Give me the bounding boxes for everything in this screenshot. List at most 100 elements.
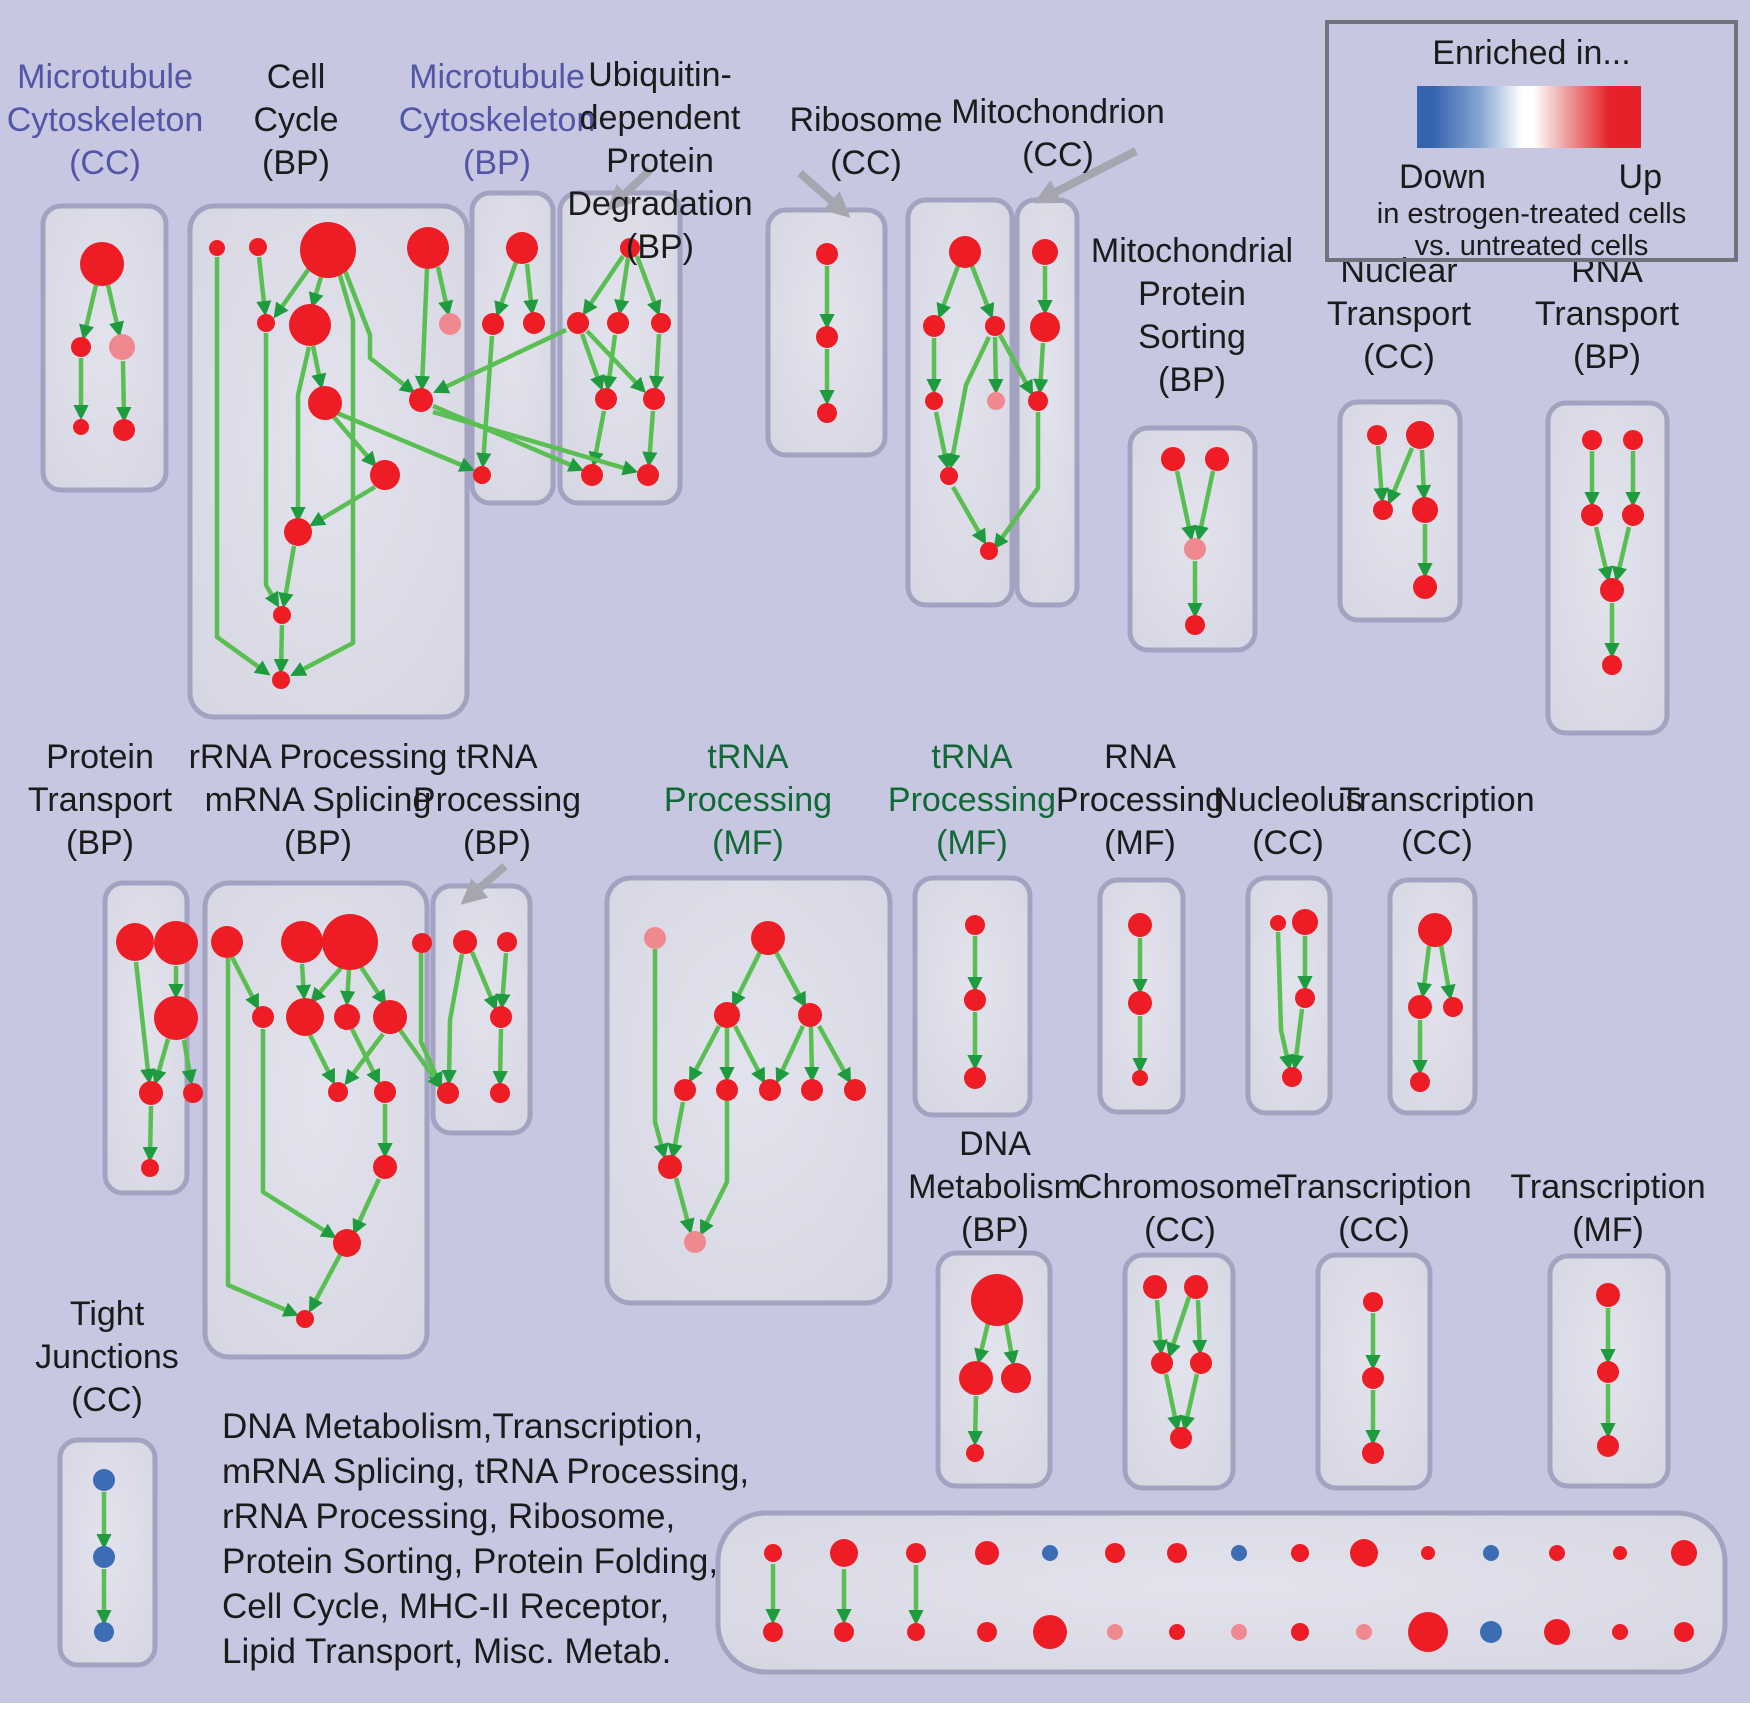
protein-transport-bp-node-red xyxy=(183,1083,203,1103)
cell-cycle-bp-label: Cell xyxy=(267,58,326,96)
misc-categories-text: mRNA Splicing, tRNA Processing, xyxy=(222,1452,749,1491)
trna-processing-mf-large-node-red xyxy=(658,1155,682,1179)
misc-cluster-node-red xyxy=(763,1622,783,1642)
rrna-processing-mrna-splicing-bp-edge xyxy=(307,1033,336,1085)
nuclear-transport-cc-node-red xyxy=(1373,500,1393,520)
nucleolus-cc-node-red xyxy=(1270,915,1286,931)
ribosome-cc-edge xyxy=(969,265,995,319)
chromosome-cc-node-red xyxy=(1143,1275,1167,1299)
ribosome-cc-edge xyxy=(936,265,961,320)
microtubule-cytoskeleton-cc-edge xyxy=(79,284,99,341)
trna-processing-mf-large-label: Processing xyxy=(664,781,832,819)
nucleolus-cc-node-red xyxy=(1292,909,1318,935)
ribosome-cc-node-red xyxy=(980,542,998,560)
cell-cycle-bp-edge xyxy=(290,346,312,523)
cell-cycle-bp-edge xyxy=(256,256,272,317)
trna-processing-mf-large-node-red xyxy=(801,1079,823,1101)
mitochondrion-cc-node-red xyxy=(1028,391,1048,411)
misc-cluster-node-red xyxy=(975,1541,999,1565)
rna-transport-bp-label: Transport xyxy=(1535,295,1680,333)
misc-cluster-node-blue xyxy=(1231,1545,1247,1561)
nucleolus-cc-node-red xyxy=(1295,988,1315,1008)
protein-transport-bp-edge xyxy=(142,1105,158,1163)
trna-processing-mf-large-node-red xyxy=(674,1079,696,1101)
ribosome-cc-node-red xyxy=(925,392,943,410)
rrna-processing-mrna-splicing-bp-edge xyxy=(352,1178,382,1235)
chromosome-cc-edge xyxy=(1166,1296,1192,1359)
ubiquitin-degradation-bp-label: Ubiquitin- xyxy=(588,56,732,94)
chromosome-cc-box xyxy=(1122,1252,1236,1491)
dna-metabolism-bp-edge xyxy=(967,1395,983,1447)
rrna-processing-mrna-splicing-bp-label: rRNA Processing xyxy=(189,738,448,776)
rrna-processing-mrna-splicing-bp-edge xyxy=(340,969,356,1007)
cell-cycle-bp-node-red xyxy=(209,240,225,256)
rrna-processing-mrna-splicing-bp-node-red xyxy=(296,1310,314,1328)
rna-processing-mf-node-red xyxy=(1128,991,1152,1015)
cell-cycle-bp-edge xyxy=(273,261,315,319)
microtubule-cytoskeleton-bp-node-red xyxy=(482,313,504,335)
microtubule-cytoskeleton-cc-node-red xyxy=(73,419,89,435)
rrna-processing-mrna-splicing-bp-label: (BP) xyxy=(284,824,352,862)
cell-cycle-bp-edge xyxy=(263,333,280,608)
misc-categories-text: rRNA Processing, Ribosome, xyxy=(222,1497,675,1536)
trna-processing-mf-large-edge xyxy=(652,949,669,1160)
protein-transport-bp-node-red xyxy=(141,1159,159,1177)
mitochondrion-cc-node-red xyxy=(1032,239,1058,265)
tight-junctions-cc-label: Junctions xyxy=(35,1338,179,1376)
trna-processing-mf-large-node-red xyxy=(844,1079,866,1101)
rna-transport-bp-node-red xyxy=(1602,655,1622,675)
cell-cycle-bp-edge xyxy=(308,276,324,309)
ribosome-cc-node-red xyxy=(949,236,981,268)
misc-cluster-node-red xyxy=(1033,1615,1067,1649)
ubiquitin-degradation-bp-label: Degradation xyxy=(567,185,752,223)
cell-cycle-bp-node-red xyxy=(289,304,331,346)
trna-processing-mf-small-node-red xyxy=(965,915,985,935)
ribosome-cc-node-red xyxy=(940,467,958,485)
cell-cycle-bp-node-pink xyxy=(439,313,461,335)
trna-processing-mf-large-node-red xyxy=(751,921,785,955)
trna-processing-mf-large-node-red xyxy=(798,1003,822,1027)
misc-cluster-node-red xyxy=(834,1622,854,1642)
misc-cluster-node-red xyxy=(830,1539,858,1567)
trna-processing-bp-label: (BP) xyxy=(463,824,531,862)
trna-processing-bp-edge xyxy=(492,1028,508,1087)
rrna-processing-mrna-splicing-bp-box xyxy=(202,880,430,1360)
rrna-processing-mrna-splicing-bp-node-red xyxy=(333,1229,361,1257)
cell-cycle-bp-edge xyxy=(339,262,416,394)
rrna-processing-mrna-splicing-bp-edge xyxy=(359,965,387,1006)
rna-transport-bp-node-red xyxy=(1600,578,1624,602)
microtubule-cytoskeleton-bp-label: Cytoskeleton xyxy=(399,101,596,139)
microtubule-cytoskeleton-bp-edge xyxy=(523,263,539,316)
protein-transport-bp-node-red xyxy=(139,1081,163,1105)
transcription-mf-node-red xyxy=(1597,1435,1619,1457)
microtubule-cytoskeleton-cc-node-pink xyxy=(109,334,135,360)
rrna-processing-mrna-splicing-bp-edge xyxy=(229,955,260,1010)
legend-subtitle-1: in estrogen-treated cells xyxy=(1376,198,1687,230)
trna-processing-mf-large-node-red xyxy=(759,1079,781,1101)
misc-cluster-node-red xyxy=(1612,1624,1628,1640)
misc-cluster-box xyxy=(715,1510,1728,1675)
trna-processing-mf-large-node-red xyxy=(716,1079,738,1101)
protein-transport-bp-label: Protein xyxy=(46,738,154,776)
chromosome-cc-node-red xyxy=(1190,1352,1212,1374)
label-pointer-arrow xyxy=(460,862,508,905)
nucleolus-cc-node-red xyxy=(1282,1067,1302,1087)
trna-processing-mf-large-edge xyxy=(804,1026,820,1083)
chromosome-cc-node-red xyxy=(1170,1427,1192,1449)
microtubule-cytoskeleton-cc-edge xyxy=(105,284,124,338)
cell-cycle-bp-edge xyxy=(309,485,377,527)
transcription-cc-bottom-node-red xyxy=(1363,1292,1383,1312)
protein-transport-bp-edge xyxy=(181,1039,197,1086)
microtubule-cytoskeleton-cc-node-red xyxy=(71,337,91,357)
misc-cluster-node-red xyxy=(1674,1622,1694,1642)
transcription-mf-label: (MF) xyxy=(1572,1211,1644,1249)
ubiquitin-degradation-bp-edge xyxy=(588,410,607,468)
ubiquitin-degradation-bp-node-red xyxy=(567,312,589,334)
microtubule-cytoskeleton-bp-label: Microtubule xyxy=(409,58,585,96)
transcription-cc-mid-edge xyxy=(1438,944,1456,1001)
trna-processing-mf-small-node-red xyxy=(964,989,986,1011)
ribosome-cc-edge xyxy=(951,485,987,545)
misc-cluster-node-red xyxy=(1549,1545,1565,1561)
nuclear-transport-cc-edge xyxy=(1373,445,1389,504)
mitochondrial-protein-sorting-bp-edge xyxy=(1174,470,1197,542)
